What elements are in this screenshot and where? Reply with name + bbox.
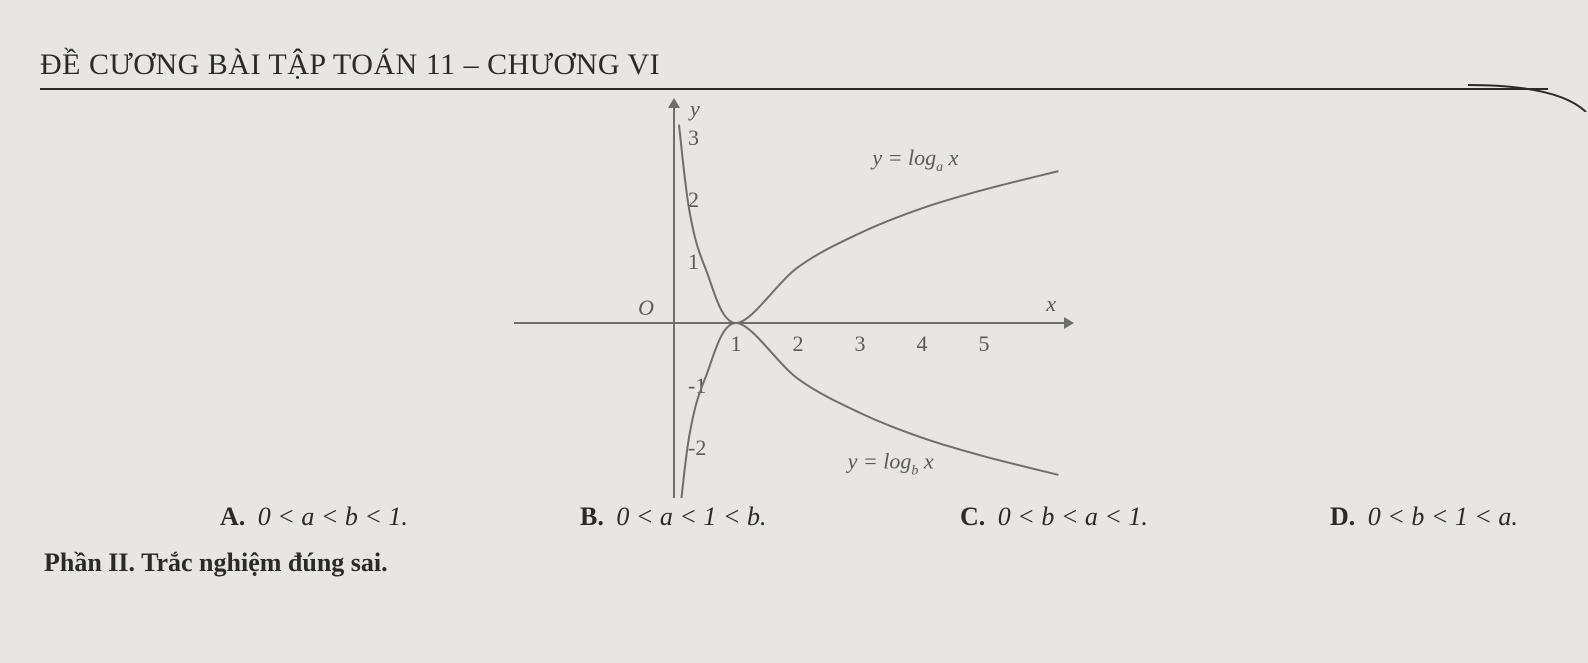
choice-a-text: 0 < a < b < 1.	[258, 502, 408, 531]
choice-a-label: A.	[220, 502, 245, 531]
svg-text:1: 1	[688, 249, 699, 274]
choice-c: C. 0 < b < a < 1.	[960, 502, 1148, 532]
choice-c-text: 0 < b < a < 1.	[998, 502, 1148, 531]
svg-text:O: O	[638, 295, 654, 320]
svg-text:5: 5	[979, 331, 990, 356]
choice-b-label: B.	[580, 502, 604, 531]
svg-text:1: 1	[731, 331, 742, 356]
answer-row: A. 0 < a < b < 1. B. 0 < a < 1 < b. C. 0…	[40, 502, 1548, 538]
page-title-text: ĐỀ CƯƠNG BÀI TẬP TOÁN 11 – CHƯƠNG VI	[40, 48, 660, 81]
choice-a: A. 0 < a < b < 1.	[220, 502, 408, 532]
choice-d: D. 0 < b < 1 < a.	[1330, 502, 1518, 532]
svg-text:-1: -1	[688, 373, 706, 398]
page-title: ĐỀ CƯƠNG BÀI TẬP TOÁN 11 – CHƯƠNG VI	[40, 48, 1548, 90]
svg-text:3: 3	[688, 125, 699, 150]
svg-text:y = logb x: y = logb x	[846, 449, 934, 479]
svg-text:-2: -2	[688, 435, 706, 460]
svg-text:4: 4	[917, 331, 928, 356]
choice-d-label: D.	[1330, 502, 1355, 531]
svg-text:2: 2	[793, 331, 804, 356]
choice-d-text: 0 < b < 1 < a.	[1368, 502, 1518, 531]
choice-b: B. 0 < a < 1 < b.	[580, 502, 766, 532]
header-rule-curve	[1468, 82, 1588, 112]
svg-text:y: y	[688, 98, 700, 121]
choice-b-text: 0 < a < 1 < b.	[616, 502, 766, 531]
svg-text:y = loga x: y = loga x	[870, 145, 958, 175]
section-subheading-text: Phần II. Trắc nghiệm đúng sai.	[44, 548, 388, 577]
choice-c-label: C.	[960, 502, 985, 531]
svg-text:x: x	[1045, 291, 1056, 316]
log-chart: 12345-2-1123yxOy = loga xy = logb x	[514, 98, 1074, 498]
section-subheading: Phần II. Trắc nghiệm đúng sai.	[40, 548, 1548, 578]
svg-text:3: 3	[855, 331, 866, 356]
